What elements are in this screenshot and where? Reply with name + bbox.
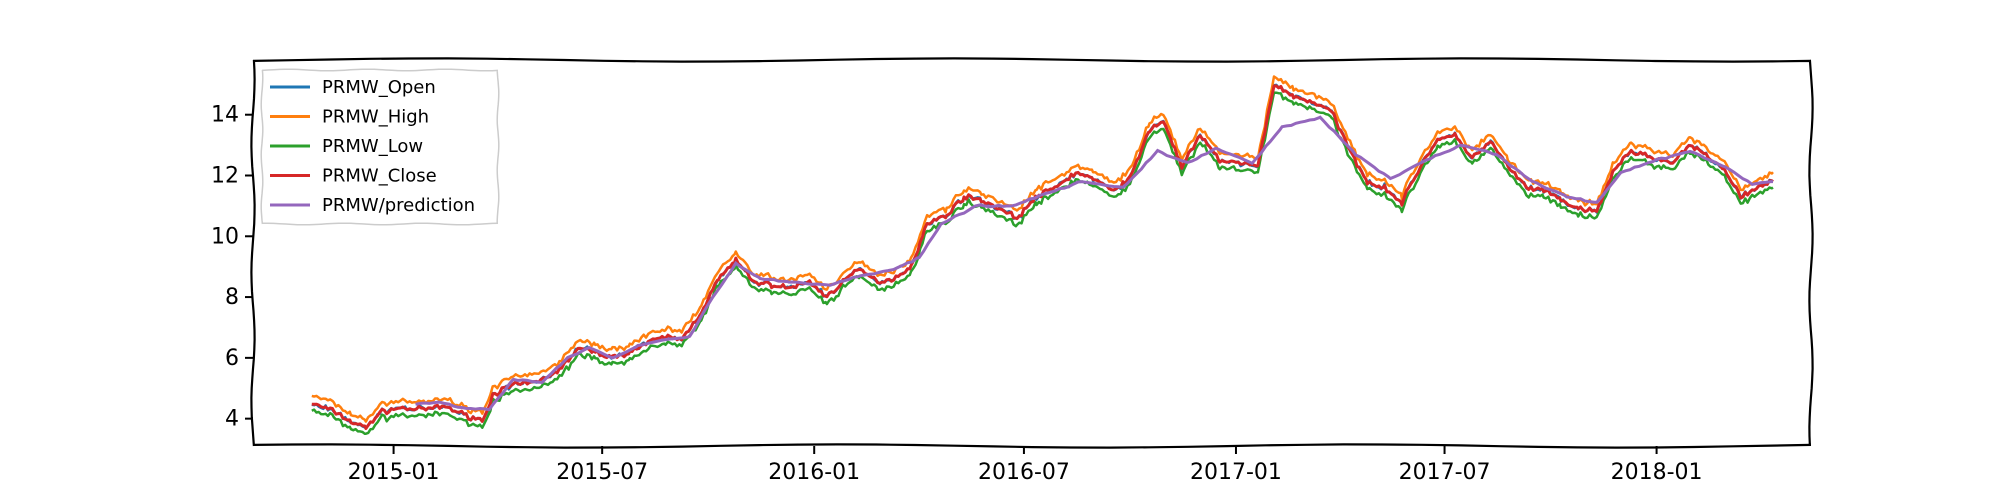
y-tick-label: 12 xyxy=(211,163,239,188)
series-line-prmw-open xyxy=(311,83,1774,430)
x-tick-label: 2017-07 xyxy=(1399,460,1491,485)
x-tick-label: 2016-01 xyxy=(768,460,860,485)
legend-item-prediction: PRMW/prediction xyxy=(270,195,475,216)
x-tick-label: 2015-01 xyxy=(348,460,440,485)
x-tick-label: 2016-07 xyxy=(978,460,1070,485)
x-axis: 2015-01 2015-07 2016-01 2016-07 2017-01 2017-… xyxy=(348,446,1703,485)
series-line-prmw-low xyxy=(311,91,1774,436)
legend-label-prediction: PRMW/prediction xyxy=(322,195,475,216)
y-tick-label: 10 xyxy=(211,224,239,249)
legend-item-close: PRMW_Close xyxy=(270,166,437,187)
y-tick-label: 4 xyxy=(225,407,239,432)
series-layer xyxy=(311,75,1774,436)
legend-box xyxy=(260,68,500,226)
legend-item-open: PRMW_Open xyxy=(270,77,436,98)
y-tick-label: 6 xyxy=(225,346,239,371)
legend-label-high: PRMW_High xyxy=(322,107,429,128)
y-tick-label: 14 xyxy=(211,103,239,128)
legend-label-low: PRMW_Low xyxy=(322,136,423,157)
x-tick-label: 2018-01 xyxy=(1611,460,1703,485)
series-line-prediction xyxy=(415,115,1773,412)
legend-item-low: PRMW_Low xyxy=(270,136,423,157)
legend-label-open: PRMW_Open xyxy=(322,77,436,98)
series-line-prmw-close xyxy=(311,84,1774,430)
legend: PRMW_Open PRMW_High PRMW_Low PRMW_Close … xyxy=(260,68,500,226)
y-axis: 4 6 8 10 12 14 xyxy=(211,103,253,432)
series-line-prmw-high xyxy=(311,75,1774,423)
legend-label-close: PRMW_Close xyxy=(322,166,437,187)
plot-frame xyxy=(250,57,1814,449)
x-tick-label: 2015-07 xyxy=(556,460,648,485)
x-tick-label: 2017-01 xyxy=(1190,460,1282,485)
y-tick-label: 8 xyxy=(225,285,239,310)
legend-item-high: PRMW_High xyxy=(270,107,429,128)
